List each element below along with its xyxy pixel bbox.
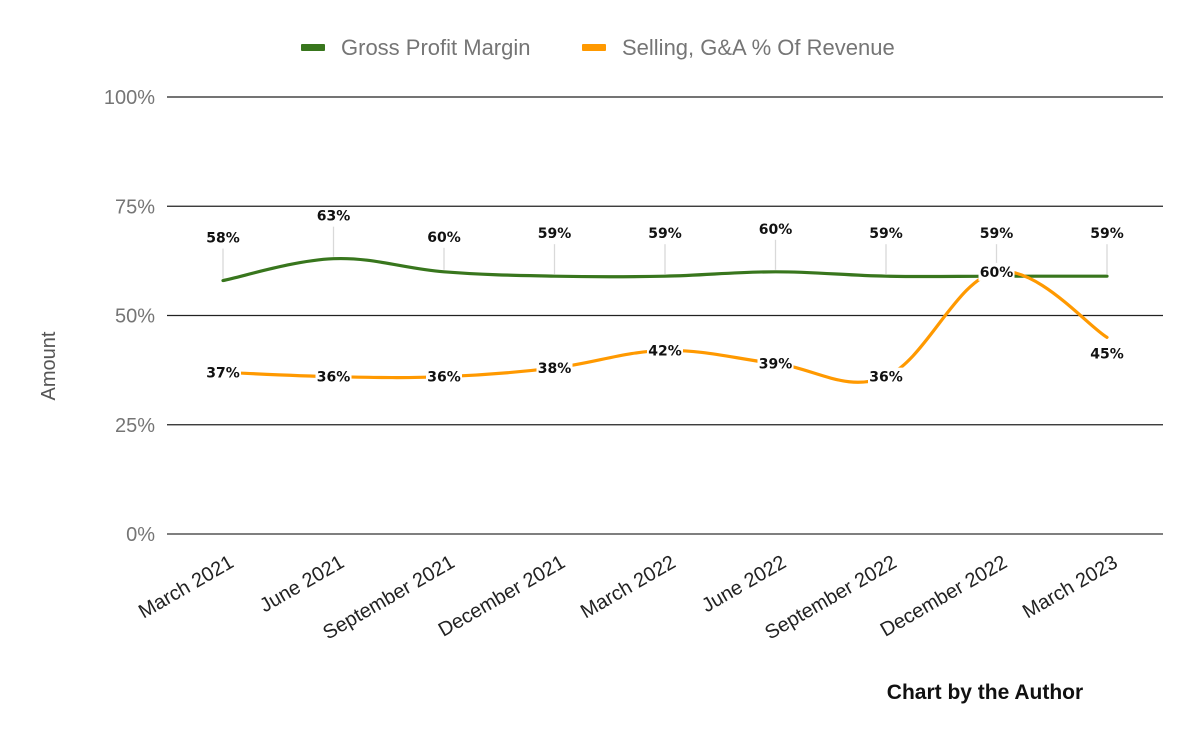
- data-label: 58%: [206, 231, 240, 247]
- data-label: 36%: [869, 370, 903, 386]
- series-lines: [221, 256, 1109, 384]
- y-tick-label: 50%: [115, 306, 155, 328]
- data-label: 59%: [1090, 226, 1124, 242]
- data-label: 59%: [648, 226, 682, 242]
- data-label: 59%: [538, 226, 572, 242]
- x-tick-label: March 2022: [577, 551, 679, 623]
- gross-profit-margin-line: [221, 256, 1109, 283]
- data-label-background: [426, 367, 462, 386]
- y-tick-label: 75%: [115, 196, 155, 218]
- chart-credit: Chart by the Author: [887, 681, 1083, 704]
- data-label: 60%: [759, 222, 793, 238]
- x-tick-label: June 2021: [256, 551, 348, 617]
- data-label-background: [868, 367, 904, 386]
- data-label: 39%: [759, 357, 793, 373]
- data-label: 59%: [869, 226, 903, 242]
- y-tick-label: 100%: [104, 87, 155, 109]
- data-label: 63%: [317, 209, 351, 225]
- data-label-background: [315, 367, 352, 386]
- legend-swatch: [301, 44, 325, 51]
- y-tick-label: 0%: [126, 524, 155, 546]
- sga-revenue-line: [221, 269, 1109, 384]
- legend-swatch: [582, 44, 606, 51]
- y-tick-label: 25%: [115, 415, 155, 437]
- data-label: 37%: [206, 365, 240, 381]
- y-axis-label: Amount: [38, 331, 60, 400]
- data-label: 60%: [980, 265, 1014, 281]
- y-axis-ticks: 0% 25% 50% 75% 100%: [104, 87, 155, 546]
- data-label: 59%: [980, 226, 1014, 242]
- legend-entry: Selling, G&A % Of Revenue: [622, 35, 895, 60]
- data-label: 60%: [427, 230, 461, 246]
- data-label-background: [757, 354, 794, 373]
- data-label-background: [647, 341, 683, 360]
- gridlines: [167, 96, 1163, 535]
- data-label: 45%: [1090, 346, 1124, 362]
- legend-entry: Gross Profit Margin: [341, 35, 531, 60]
- legend: Gross Profit Margin Selling, G&A % Of Rev…: [301, 35, 895, 60]
- data-labels: 58% 63% 60% 59% 59% 60% 59% 59% 59% 37% 36% 36% 38% 4…: [205, 209, 1125, 386]
- x-tick-label: March 2021: [135, 551, 237, 623]
- data-label: 36%: [317, 370, 351, 386]
- x-tick-label: June 2022: [698, 551, 790, 617]
- data-label: 38%: [538, 361, 572, 377]
- data-label-background: [536, 358, 573, 377]
- data-label-background: [978, 262, 1015, 281]
- data-label-background: [205, 363, 241, 382]
- x-tick-label: March 2023: [1019, 551, 1121, 623]
- data-label-background: [1089, 344, 1125, 363]
- data-label: 36%: [427, 370, 461, 386]
- data-label: 42%: [648, 343, 682, 359]
